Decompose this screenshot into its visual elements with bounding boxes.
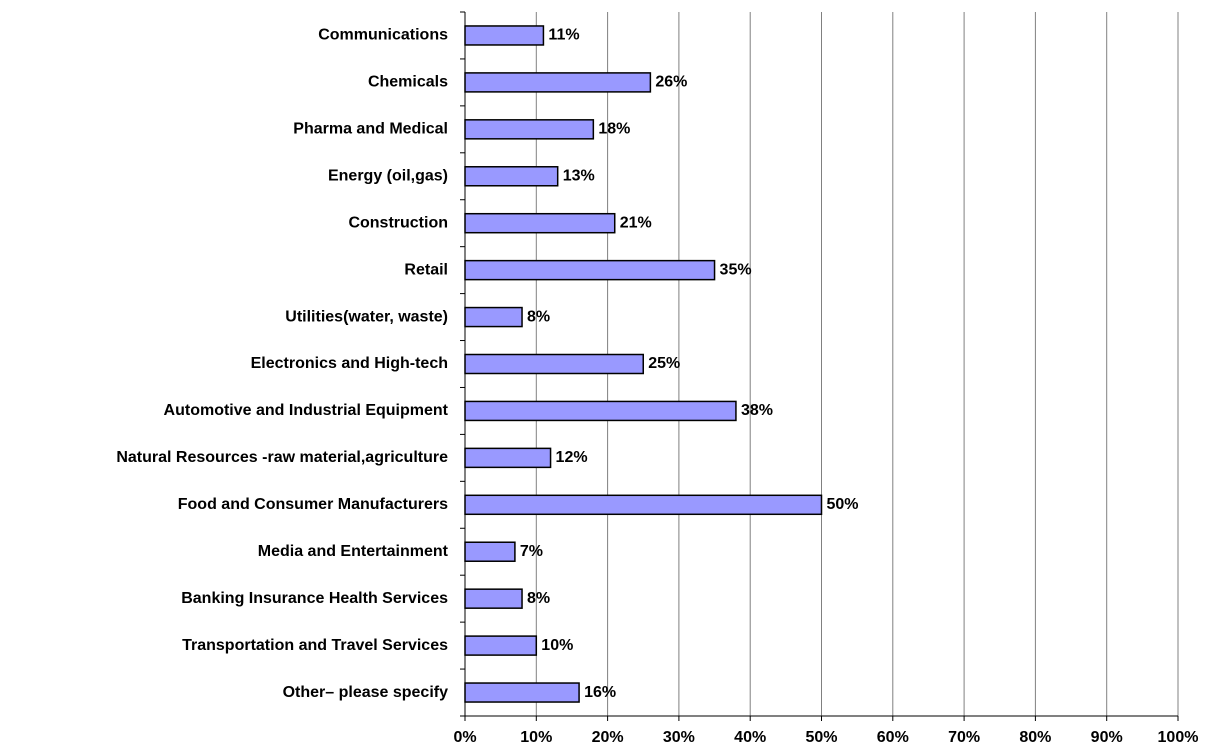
bar bbox=[464, 588, 523, 609]
x-tick-label: 0% bbox=[453, 729, 476, 746]
y-tick-label: Energy (oil,gas) bbox=[328, 167, 448, 184]
x-tick-label: 50% bbox=[805, 729, 837, 746]
x-tick-label: 10% bbox=[520, 729, 552, 746]
x-tick-label: 90% bbox=[1091, 729, 1123, 746]
bar bbox=[464, 353, 644, 375]
bar bbox=[464, 447, 552, 469]
y-tick-label: Banking Insurance Health Services bbox=[181, 590, 448, 607]
bar bbox=[464, 494, 823, 516]
data-label: 35% bbox=[720, 261, 752, 278]
y-tick-label: Communications bbox=[318, 27, 448, 44]
bar bbox=[464, 400, 737, 422]
x-tick-label: 100% bbox=[1158, 729, 1199, 746]
x-tick-label: 30% bbox=[663, 729, 695, 746]
y-tick-label: Utilities(water, waste) bbox=[285, 308, 448, 325]
y-tick-label: Electronics and High-tech bbox=[251, 355, 448, 372]
data-label: 7% bbox=[520, 543, 543, 560]
bar bbox=[464, 212, 616, 234]
bar bbox=[464, 306, 523, 328]
bar bbox=[464, 259, 716, 281]
bar bbox=[464, 119, 595, 140]
x-tick-label: 40% bbox=[734, 729, 766, 746]
y-tick-label: Other– please specify bbox=[283, 684, 449, 701]
x-tick-label: 80% bbox=[1019, 729, 1051, 746]
y-tick-label: Chemicals bbox=[368, 74, 448, 91]
data-label: 11% bbox=[548, 27, 579, 44]
data-label: 12% bbox=[556, 449, 588, 466]
data-label: 10% bbox=[541, 637, 573, 654]
y-tick-label: Retail bbox=[404, 261, 448, 278]
x-tick-label: 60% bbox=[877, 729, 909, 746]
y-tick-label: Pharma and Medical bbox=[293, 121, 448, 138]
bar bbox=[464, 166, 559, 187]
y-tick-label: Construction bbox=[348, 214, 448, 231]
y-tick-label: Food and Consumer Manufacturers bbox=[178, 496, 448, 513]
bar bbox=[464, 72, 652, 93]
bar bbox=[464, 635, 538, 656]
bar bbox=[464, 682, 580, 703]
y-tick-label: Media and Entertainment bbox=[258, 543, 449, 560]
y-tick-label: Automotive and Industrial Equipment bbox=[164, 402, 449, 419]
y-tick-label: Natural Resources -raw material,agricult… bbox=[116, 449, 448, 466]
data-label: 26% bbox=[655, 74, 687, 91]
data-label: 18% bbox=[598, 121, 630, 138]
x-tick-label: 20% bbox=[592, 729, 624, 746]
data-label: 50% bbox=[827, 496, 859, 513]
data-label: 25% bbox=[648, 355, 680, 372]
y-tick-label: Transportation and Travel Services bbox=[182, 637, 448, 654]
data-label: 21% bbox=[620, 214, 652, 231]
data-label: 8% bbox=[527, 308, 550, 325]
data-label: 8% bbox=[527, 590, 550, 607]
data-label: 38% bbox=[741, 402, 773, 419]
bar bbox=[464, 25, 545, 46]
data-label: 16% bbox=[584, 684, 616, 701]
bar bbox=[464, 541, 516, 562]
x-tick-label: 70% bbox=[948, 729, 980, 746]
data-label: 13% bbox=[563, 167, 595, 184]
